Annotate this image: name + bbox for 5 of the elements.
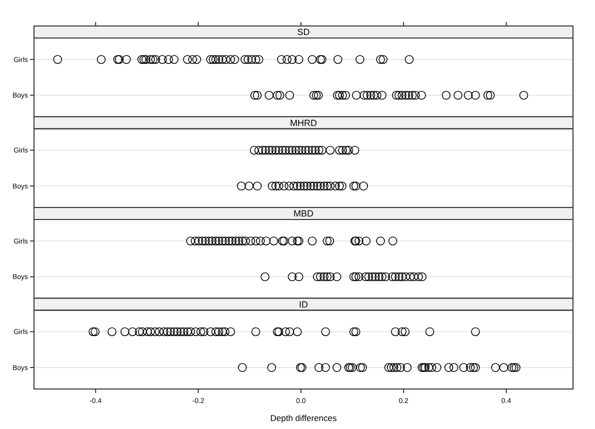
x-axis-title: Depth differences [270,413,337,423]
chart-title: ID [299,299,308,310]
chart-title: MBD [294,208,314,219]
chart-title: MHRD [290,118,318,128]
chart-title: SD [297,27,310,38]
